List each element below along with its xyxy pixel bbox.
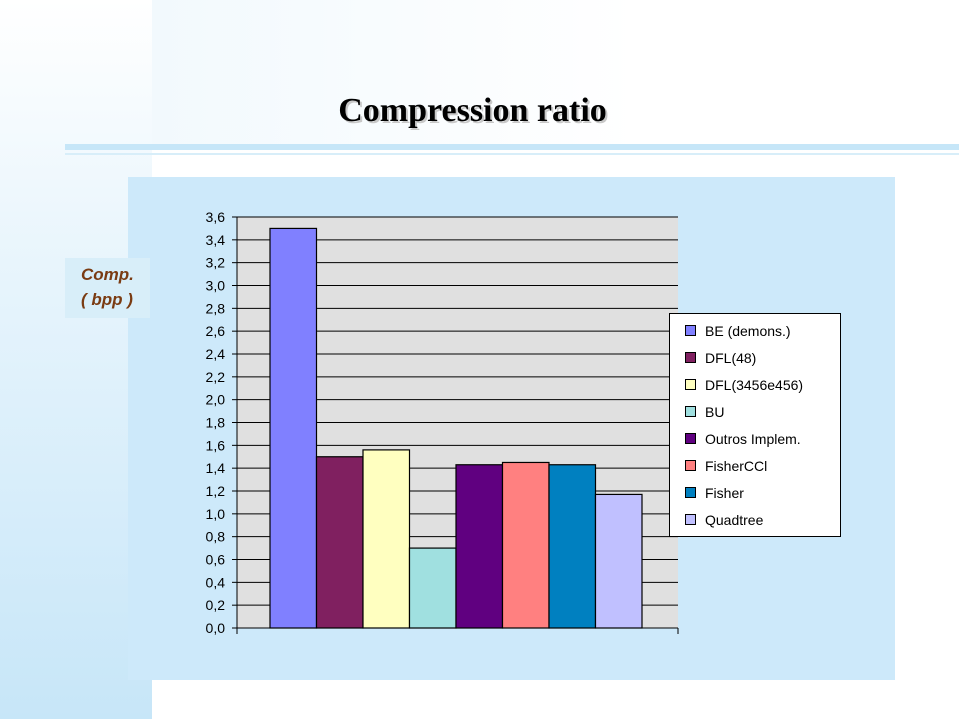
bar-be-demons [269, 227, 318, 629]
y-tick-label: 3,2 [206, 255, 226, 271]
legend-swatch [685, 352, 696, 363]
y-tick-label: 2,0 [206, 392, 226, 408]
legend-item: BU [670, 398, 840, 425]
legend-label: BU [705, 403, 725, 420]
bar-dfl-3456e456 [362, 449, 411, 629]
legend-label: DFL(3456e456) [705, 376, 804, 393]
legend-label: BE (demons.) [705, 322, 791, 339]
legend-item: DFL(3456e456) [670, 371, 840, 398]
y-tick-label: 3,6 [206, 209, 226, 225]
bar-bu [408, 547, 457, 629]
legend-swatch [685, 325, 696, 336]
y-tick-label: 0,8 [206, 529, 226, 545]
legend-item: Fisher [670, 479, 840, 506]
legend-label: Outros Implem. [705, 430, 801, 447]
chart-legend: BE (demons.) DFL(48) DFL(3456e456) BU Outros… [669, 313, 841, 537]
y-tick-label: 0,4 [206, 574, 226, 590]
legend-item: Quadtree [670, 506, 840, 533]
legend-swatch [685, 514, 696, 525]
legend-swatch [685, 460, 696, 471]
y-tick-label: 1,2 [206, 483, 226, 499]
slide-title: Compression ratio [338, 92, 607, 129]
y-axis-label-box [65, 258, 150, 318]
title-rule-thin [65, 153, 959, 155]
y-tick-label: 1,8 [206, 415, 226, 431]
y-tick-label: 3,4 [206, 232, 226, 248]
legend-swatch [685, 379, 696, 390]
y-tick-label: 2,8 [206, 300, 226, 316]
y-tick-label: 0,0 [206, 620, 226, 636]
y-tick-label: 3,0 [206, 278, 226, 294]
background-gradient [0, 0, 152, 719]
y-tick-label: 0,2 [206, 597, 226, 613]
bar-dfl-48 [315, 456, 364, 629]
y-tick-label: 1,6 [206, 437, 226, 453]
legend-item: BE (demons.) [670, 317, 840, 344]
legend-swatch [685, 433, 696, 444]
y-tick-label: 0,6 [206, 552, 226, 568]
legend-label: Fisher [705, 484, 744, 501]
legend-item: FisherCCl [670, 452, 840, 479]
y-axis-label: Comp. ( bpp ) [81, 265, 134, 309]
y-tick-label: 2,4 [206, 346, 226, 362]
bar-fisherccl [501, 461, 550, 629]
y-tick-label: 1,4 [206, 460, 226, 476]
bar-outros-implem [455, 464, 504, 629]
y-tick-label: 1,0 [206, 506, 226, 522]
legend-item: Outros Implem. [670, 425, 840, 452]
legend-item: DFL(48) [670, 344, 840, 371]
legend-label: FisherCCl [705, 457, 768, 474]
bar-quadtree [594, 493, 643, 629]
y-tick-label: 2,6 [206, 323, 226, 339]
legend-label: Quadtree [705, 511, 764, 528]
legend-swatch [685, 487, 696, 498]
title-band [152, 0, 959, 145]
bar-fisher [548, 464, 597, 629]
legend-label: DFL(48) [705, 349, 757, 366]
y-tick-label: 2,2 [206, 369, 226, 385]
title-rule [65, 144, 959, 150]
legend-swatch [685, 406, 696, 417]
